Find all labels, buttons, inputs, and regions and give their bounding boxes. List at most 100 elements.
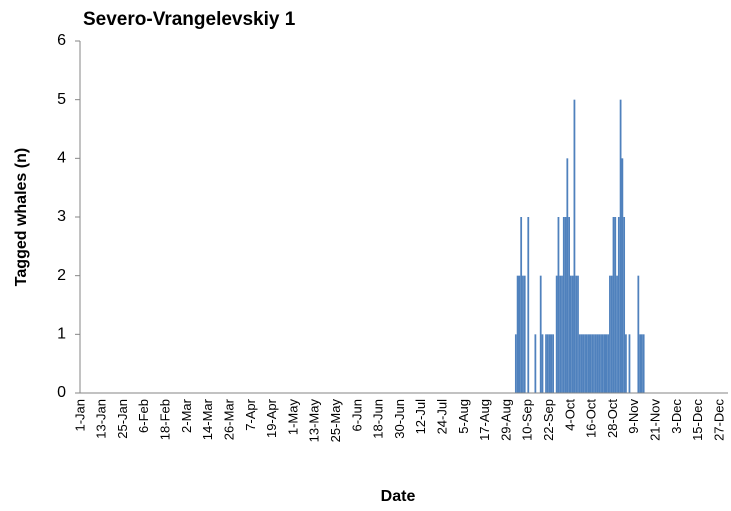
bar [566, 158, 569, 393]
bar [568, 217, 570, 393]
x-tick-label: 7-Apr [243, 398, 258, 430]
bar [578, 334, 581, 393]
x-tick-label: 26-Mar [221, 398, 236, 440]
bar [600, 334, 602, 393]
x-tick-label: 30-Jun [392, 399, 407, 439]
x-tick-label: 6-Jun [349, 399, 364, 432]
bar [637, 275, 640, 393]
x-axis-label: Date [381, 488, 416, 505]
x-tick-label: 17-Aug [477, 399, 492, 441]
bar [575, 275, 578, 393]
y-tick-label: 5 [57, 91, 66, 108]
bar [573, 99, 576, 394]
bar [562, 217, 565, 393]
x-tick-label: 24-Jul [434, 399, 449, 435]
bar [619, 99, 622, 394]
x-tick-label: 1-Jan [72, 399, 87, 432]
y-tick-label: 4 [57, 150, 66, 167]
bar [561, 275, 563, 393]
bar [523, 275, 526, 393]
x-tick-label: 1-May [285, 399, 300, 436]
y-axis-label: Tagged whales (n) [13, 148, 30, 286]
bar [584, 334, 586, 393]
x-tick-label: 3-Dec [669, 399, 684, 434]
y-tick-label: 3 [57, 208, 66, 225]
y-tick-label: 0 [57, 384, 66, 401]
bar [559, 275, 562, 393]
x-tick-label: 2-Mar [179, 398, 194, 433]
x-tick-label: 18-Feb [158, 399, 173, 440]
bar [621, 158, 624, 393]
bar [534, 334, 537, 393]
x-tick-label: 13-May [307, 399, 322, 443]
x-tick-label: 6-Feb [136, 399, 151, 433]
bar [582, 334, 585, 393]
bar [548, 334, 551, 393]
x-tick-label: 10-Sep [520, 399, 535, 441]
x-tick-label: 22-Sep [541, 399, 556, 441]
bar [591, 334, 594, 393]
bar [518, 275, 521, 393]
x-tick-label: 21-Nov [648, 399, 663, 441]
bar [564, 217, 567, 393]
bar [596, 334, 599, 393]
x-tick-label: 12-Jul [413, 399, 428, 435]
bar [623, 217, 626, 393]
bar [594, 334, 597, 393]
x-tick-label: 9-Nov [626, 399, 641, 434]
bar [585, 334, 588, 393]
bar [527, 217, 530, 393]
bar [580, 334, 583, 393]
bar [545, 334, 547, 393]
bar [550, 334, 553, 393]
x-tick-label: 14-Mar [200, 398, 215, 440]
bar [546, 334, 549, 393]
bar [539, 275, 542, 393]
bar [639, 334, 642, 393]
x-tick-label: 4-Oct [562, 399, 577, 431]
bar [557, 217, 560, 393]
x-tick-label: 29-Aug [498, 399, 513, 441]
bar [614, 217, 617, 393]
bar [605, 334, 608, 393]
x-tick-label: 16-Oct [584, 399, 599, 438]
x-tick-label: 18-Jun [371, 399, 386, 439]
bar [593, 334, 595, 393]
x-tick-label: 25-Jan [115, 399, 130, 439]
x-tick-label: 28-Oct [605, 399, 620, 438]
bar [522, 275, 524, 393]
x-tick-label: 13-Jan [94, 399, 109, 439]
bar [598, 334, 601, 393]
x-tick-label: 19-Apr [264, 398, 279, 438]
x-tick-label: 27-Dec [711, 399, 726, 441]
bar [555, 275, 558, 393]
x-tick-label: 15-Dec [690, 399, 705, 441]
y-tick-label: 1 [57, 326, 66, 343]
bar [617, 217, 620, 393]
y-tick-label: 6 [57, 32, 66, 49]
bar [612, 217, 615, 393]
bar [603, 334, 606, 393]
bar [541, 334, 544, 393]
bar [520, 217, 523, 393]
bar [587, 334, 590, 393]
bar [625, 334, 627, 393]
y-tick-label: 2 [57, 267, 66, 284]
bar [571, 275, 574, 393]
bar [589, 334, 592, 393]
x-tick-label: 25-May [328, 399, 343, 443]
bar [616, 275, 618, 393]
bar [641, 334, 643, 393]
bar [569, 275, 572, 393]
bar [514, 334, 517, 393]
bar [642, 334, 645, 393]
bar [516, 275, 519, 393]
bar [610, 275, 613, 393]
chart-title: Severo-Vrangelevskiy 1 [83, 9, 296, 30]
bar [552, 334, 555, 393]
bar [601, 334, 604, 393]
x-tick-label: 5-Aug [456, 399, 471, 434]
bar [577, 275, 579, 393]
bar [609, 275, 611, 393]
